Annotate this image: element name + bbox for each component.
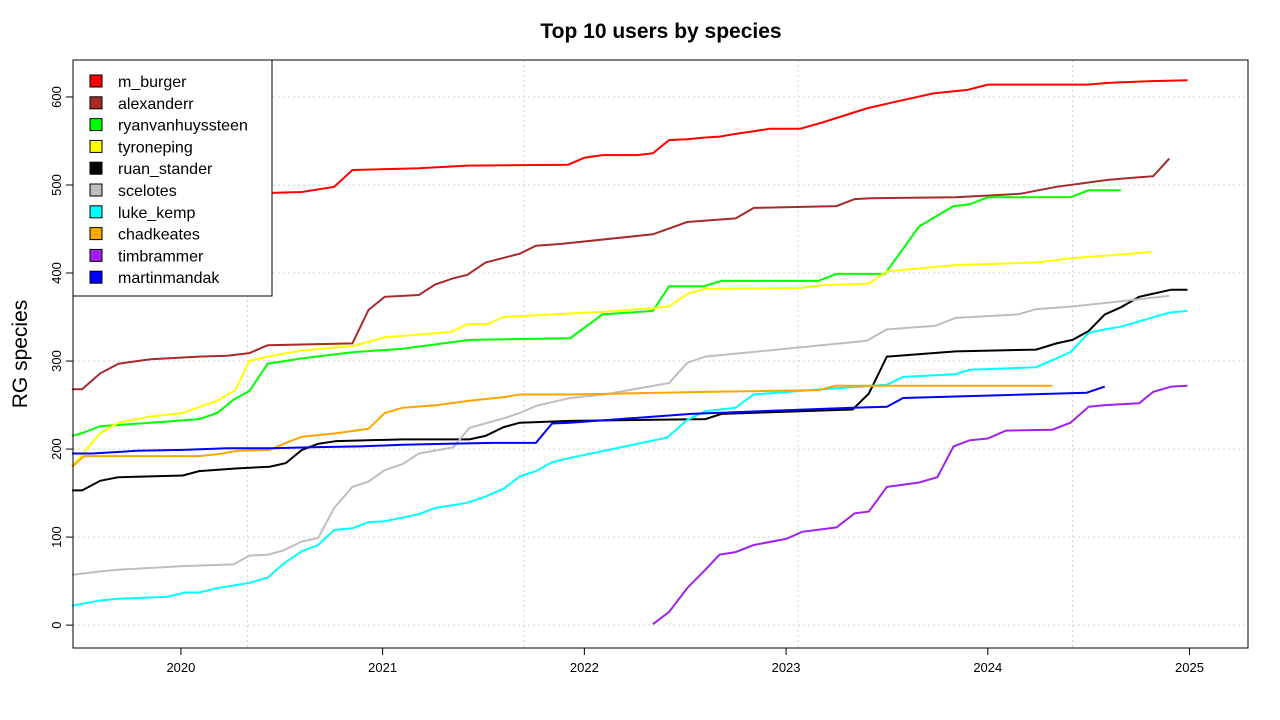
series-line-scelotes	[71, 294, 1170, 576]
x-tick-label: 2025	[1175, 660, 1204, 675]
x-tick-label: 2022	[570, 660, 599, 675]
legend-label-chadkeates: chadkeates	[118, 227, 200, 244]
legend-swatch-luke_kemp	[89, 205, 103, 219]
legend-swatch-alexanderr	[89, 96, 103, 110]
series-line-ryanvanhuyssteen	[71, 189, 1121, 437]
legend-label-m_burger: m_burger	[118, 74, 187, 91]
legend: m_burger alexanderr ryanvanhuyssteen tyrone…	[72, 59, 273, 297]
legend-swatch-chadkeates	[89, 227, 103, 241]
series-line-ruan_stander	[72, 288, 1188, 492]
series-lines	[71, 79, 1188, 625]
y-tick-label: 500	[49, 174, 64, 196]
x-tick-label: 2020	[166, 660, 195, 675]
legend-label-ruan_stander: ruan_stander	[118, 161, 213, 178]
y-tick-label: 600	[49, 86, 64, 108]
x-tick-label: 2023	[772, 660, 801, 675]
y-axis: 0 100 200 300 400 500 600	[49, 86, 73, 629]
legend-swatch-m_burger	[89, 74, 103, 88]
legend-swatch-martinmandak	[89, 270, 103, 284]
y-tick-label: 200	[49, 438, 64, 460]
y-tick-label: 300	[49, 350, 64, 372]
legend-label-luke_kemp: luke_kemp	[118, 205, 195, 222]
legend-label-alexanderr: alexanderr	[118, 96, 194, 113]
series-line-timbrammer	[652, 384, 1188, 625]
legend-label-ryanvanhuyssteen: ryanvanhuyssteen	[118, 118, 248, 135]
series-line-alexanderr	[72, 157, 1171, 391]
legend-label-martinmandak: martinmandak	[118, 270, 220, 287]
legend-label-timbrammer: timbrammer	[118, 248, 204, 265]
chart-title: Top 10 users by species	[540, 20, 781, 43]
x-tick-label: 2024	[973, 660, 1002, 675]
series-line-martinmandak	[72, 385, 1106, 455]
legend-swatch-ruan_stander	[89, 161, 103, 175]
legend-box	[72, 59, 273, 297]
y-tick-label: 100	[49, 526, 64, 548]
series-line-luke_kemp	[71, 309, 1188, 607]
y-tick-label: 400	[49, 262, 64, 284]
legend-swatch-scelotes	[89, 183, 103, 197]
legend-swatch-timbrammer	[89, 248, 103, 262]
y-axis-label: RG species	[9, 300, 32, 409]
legend-label-scelotes: scelotes	[118, 183, 177, 200]
legend-label-tyroneping: tyroneping	[118, 139, 193, 156]
legend-swatch-ryanvanhuyssteen	[89, 118, 103, 132]
x-axis: 2020 2021 2022 2023 2024 2025	[166, 647, 1204, 675]
series-line-chadkeates	[71, 384, 1053, 468]
y-tick-label: 0	[49, 621, 64, 628]
series-line-m_burger	[261, 79, 1188, 195]
series-line-tyroneping	[71, 250, 1152, 468]
legend-swatch-tyroneping	[89, 139, 103, 153]
x-tick-label: 2021	[368, 660, 397, 675]
